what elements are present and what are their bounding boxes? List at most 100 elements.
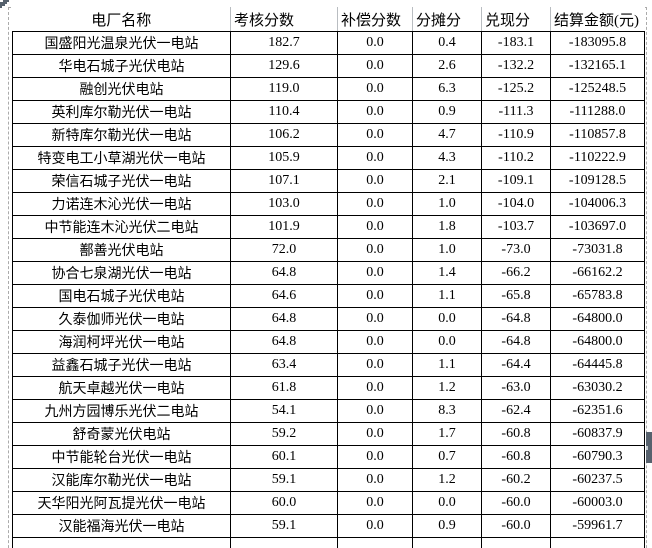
scrollbar-thumb[interactable] bbox=[646, 432, 652, 463]
plant-name-cell[interactable]: 英利库尔勒光伏一电站 bbox=[12, 100, 231, 124]
value-cell[interactable]: -110.2 bbox=[481, 146, 551, 170]
value-cell[interactable]: 105.9 bbox=[230, 146, 338, 170]
value-cell[interactable]: 0.0 bbox=[412, 491, 482, 515]
value-cell[interactable]: 2.1 bbox=[412, 169, 482, 193]
plant-name-cell[interactable]: 舒奇蒙光伏电站 bbox=[12, 422, 231, 446]
header-compensation-score[interactable]: 补偿分数 bbox=[337, 7, 413, 32]
header-plant-name[interactable]: 电厂名称 bbox=[12, 7, 231, 32]
value-cell[interactable]: 1.1 bbox=[412, 284, 482, 308]
value-cell[interactable]: 0.0 bbox=[337, 491, 413, 515]
value-cell[interactable]: 119.0 bbox=[230, 77, 338, 101]
value-cell[interactable]: 0.0 bbox=[337, 146, 413, 170]
value-cell[interactable]: 61.8 bbox=[230, 376, 338, 400]
value-cell[interactable]: -110.9 bbox=[481, 123, 551, 147]
plant-name-cell[interactable]: 荣信石城子光伏一电站 bbox=[12, 169, 231, 193]
value-cell[interactable]: -60.0 bbox=[481, 491, 551, 515]
value-cell[interactable]: 54.1 bbox=[230, 399, 338, 423]
value-cell[interactable]: 0.4 bbox=[412, 31, 482, 55]
value-cell[interactable]: 0.0 bbox=[337, 54, 413, 78]
value-cell[interactable]: 1.4 bbox=[412, 261, 482, 285]
value-cell[interactable]: 72.0 bbox=[230, 238, 338, 262]
value-cell[interactable]: -103.7 bbox=[481, 215, 551, 239]
value-cell[interactable]: -183095.8 bbox=[550, 31, 645, 55]
value-cell[interactable]: -62351.6 bbox=[550, 399, 645, 423]
value-cell[interactable]: 0.0 bbox=[412, 330, 482, 354]
plant-name-cell[interactable]: 国电石城子光伏电站 bbox=[12, 284, 231, 308]
value-cell[interactable]: -110222.9 bbox=[550, 146, 645, 170]
value-cell[interactable]: -104006.3 bbox=[550, 192, 645, 216]
plant-name-cell[interactable]: 特变电工小草湖光伏一电站 bbox=[12, 146, 231, 170]
plant-name-cell[interactable]: 协合七泉湖光伏一电站 bbox=[12, 261, 231, 285]
value-cell[interactable]: 60.0 bbox=[230, 491, 338, 515]
plant-name-cell[interactable]: 新特库尔勒光伏一电站 bbox=[12, 123, 231, 147]
plant-name-cell[interactable]: 华电石城子光伏电站 bbox=[12, 54, 231, 78]
value-cell[interactable]: -60.8 bbox=[481, 422, 551, 446]
empty-cell[interactable] bbox=[230, 537, 338, 548]
empty-cell[interactable] bbox=[412, 537, 482, 548]
value-cell[interactable]: 0.0 bbox=[337, 284, 413, 308]
header-assessment-score[interactable]: 考核分数 bbox=[230, 7, 338, 32]
value-cell[interactable]: -59961.7 bbox=[550, 514, 645, 538]
value-cell[interactable]: -64.4 bbox=[481, 353, 551, 377]
value-cell[interactable]: 64.8 bbox=[230, 330, 338, 354]
plant-name-cell[interactable]: 汉能库尔勒光伏一电站 bbox=[12, 468, 231, 492]
value-cell[interactable]: 0.0 bbox=[337, 445, 413, 469]
value-cell[interactable]: 64.8 bbox=[230, 261, 338, 285]
value-cell[interactable]: 0.0 bbox=[337, 422, 413, 446]
value-cell[interactable]: -62.4 bbox=[481, 399, 551, 423]
empty-cell[interactable] bbox=[550, 537, 645, 548]
plant-name-cell[interactable]: 久泰伽师光伏一电站 bbox=[12, 307, 231, 331]
value-cell[interactable]: -64.8 bbox=[481, 307, 551, 331]
value-cell[interactable]: -64800.0 bbox=[550, 307, 645, 331]
value-cell[interactable]: -63030.2 bbox=[550, 376, 645, 400]
empty-cell[interactable] bbox=[337, 537, 413, 548]
plant-name-cell[interactable]: 鄯善光伏电站 bbox=[12, 238, 231, 262]
value-cell[interactable]: 0.0 bbox=[337, 330, 413, 354]
value-cell[interactable]: -103697.0 bbox=[550, 215, 645, 239]
plant-name-cell[interactable]: 航天卓越光伏一电站 bbox=[12, 376, 231, 400]
plant-name-cell[interactable]: 汉能福海光伏一电站 bbox=[12, 514, 231, 538]
value-cell[interactable]: 64.8 bbox=[230, 307, 338, 331]
value-cell[interactable]: -111288.0 bbox=[550, 100, 645, 124]
value-cell[interactable]: 106.2 bbox=[230, 123, 338, 147]
plant-name-cell[interactable]: 国盛阳光温泉光伏一电站 bbox=[12, 31, 231, 55]
value-cell[interactable]: -60.8 bbox=[481, 445, 551, 469]
value-cell[interactable]: 1.2 bbox=[412, 376, 482, 400]
value-cell[interactable]: 0.0 bbox=[337, 468, 413, 492]
header-cash-score[interactable]: 兑现分 bbox=[481, 7, 551, 32]
value-cell[interactable]: 0.0 bbox=[337, 238, 413, 262]
header-settlement-amount[interactable]: 结算金额(元) bbox=[550, 7, 645, 32]
value-cell[interactable]: 59.1 bbox=[230, 468, 338, 492]
value-cell[interactable]: 1.0 bbox=[412, 192, 482, 216]
plant-name-cell[interactable]: 海润柯坪光伏一电站 bbox=[12, 330, 231, 354]
value-cell[interactable]: -132.2 bbox=[481, 54, 551, 78]
value-cell[interactable]: 129.6 bbox=[230, 54, 338, 78]
value-cell[interactable]: 0.0 bbox=[337, 376, 413, 400]
value-cell[interactable]: -132165.1 bbox=[550, 54, 645, 78]
value-cell[interactable]: 0.0 bbox=[337, 307, 413, 331]
value-cell[interactable]: -65783.8 bbox=[550, 284, 645, 308]
value-cell[interactable]: 4.3 bbox=[412, 146, 482, 170]
value-cell[interactable]: 103.0 bbox=[230, 192, 338, 216]
value-cell[interactable]: 0.0 bbox=[337, 100, 413, 124]
value-cell[interactable]: -66162.2 bbox=[550, 261, 645, 285]
value-cell[interactable]: 60.1 bbox=[230, 445, 338, 469]
empty-cell[interactable] bbox=[12, 537, 231, 548]
value-cell[interactable]: 110.4 bbox=[230, 100, 338, 124]
value-cell[interactable]: 1.0 bbox=[412, 238, 482, 262]
value-cell[interactable]: -60237.5 bbox=[550, 468, 645, 492]
value-cell[interactable]: 59.2 bbox=[230, 422, 338, 446]
plant-name-cell[interactable]: 融创光伏电站 bbox=[12, 77, 231, 101]
value-cell[interactable]: -60003.0 bbox=[550, 491, 645, 515]
value-cell[interactable]: 0.0 bbox=[337, 77, 413, 101]
value-cell[interactable]: 0.0 bbox=[337, 169, 413, 193]
value-cell[interactable]: 63.4 bbox=[230, 353, 338, 377]
value-cell[interactable]: -60790.3 bbox=[550, 445, 645, 469]
value-cell[interactable]: -73.0 bbox=[481, 238, 551, 262]
header-allocation-score[interactable]: 分摊分 bbox=[412, 7, 482, 32]
value-cell[interactable]: -183.1 bbox=[481, 31, 551, 55]
value-cell[interactable]: 1.7 bbox=[412, 422, 482, 446]
value-cell[interactable]: 0.0 bbox=[337, 215, 413, 239]
value-cell[interactable]: 0.0 bbox=[337, 192, 413, 216]
value-cell[interactable]: 4.7 bbox=[412, 123, 482, 147]
